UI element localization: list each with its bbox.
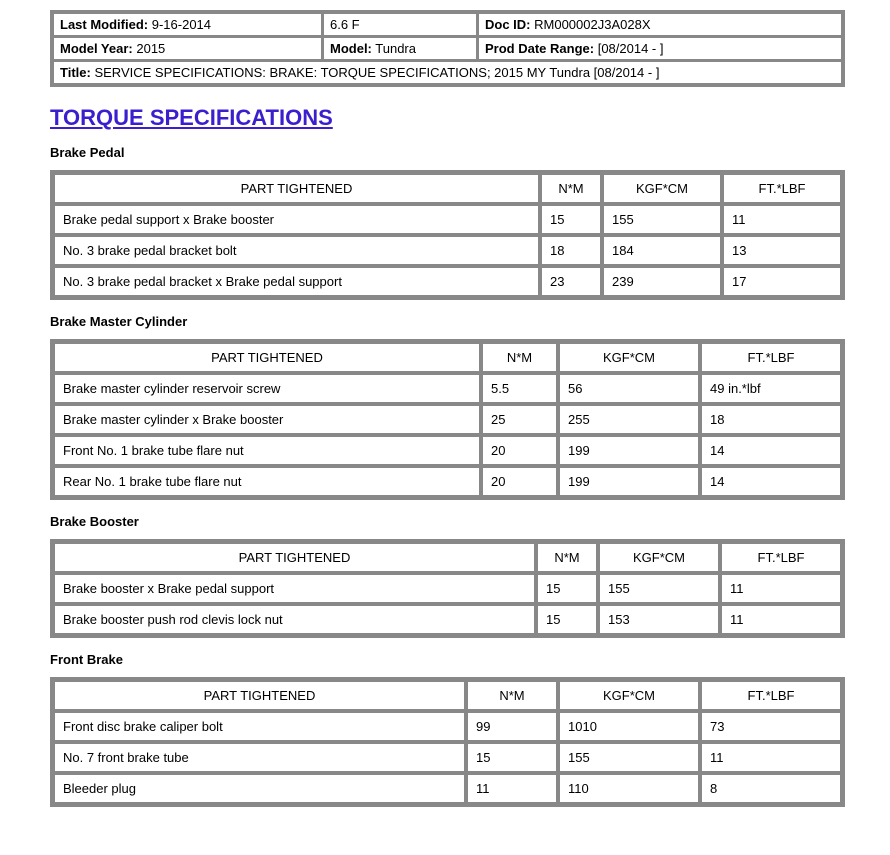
cell-kgfcm: 155 (603, 205, 721, 234)
cell-kgfcm: 1010 (559, 712, 699, 741)
cell-part: Front disc brake caliper bolt (54, 712, 465, 741)
cell-kgfcm: 155 (599, 574, 719, 603)
cell-part: Rear No. 1 brake tube flare nut (54, 467, 480, 496)
cell-ftlbf: 11 (701, 743, 841, 772)
table-row: No. 3 brake pedal bracket bolt1818413 (54, 236, 841, 265)
col-ftlbf: FT.*LBF (723, 174, 841, 203)
col-ftlbf: FT.*LBF (701, 343, 841, 372)
cell-kgfcm: 56 (559, 374, 699, 403)
col-nm: N*M (467, 681, 557, 710)
title-label: Title: (60, 65, 91, 80)
cell-part: Front No. 1 brake tube flare nut (54, 436, 480, 465)
table-row: Front disc brake caliper bolt99101073 (54, 712, 841, 741)
cell-ftlbf: 17 (723, 267, 841, 296)
col-nm: N*M (541, 174, 601, 203)
table-row: Brake master cylinder reservoir screw5.5… (54, 374, 841, 403)
cell-kgfcm: 255 (559, 405, 699, 434)
col-kgfcm: KGF*CM (559, 343, 699, 372)
cell-nm: 23 (541, 267, 601, 296)
doc-id-value: RM000002J3A028X (534, 17, 650, 32)
section-title-front-brake: Front Brake (50, 652, 845, 667)
cell-nm: 15 (467, 743, 557, 772)
cell-kgfcm: 199 (559, 436, 699, 465)
torque-table-brake-master: PART TIGHTENED N*M KGF*CM FT.*LBF Brake … (50, 339, 845, 500)
model-value: Tundra (375, 41, 416, 56)
cell-nm: 5.5 (482, 374, 557, 403)
cell-part: Bleeder plug (54, 774, 465, 803)
col-ftlbf: FT.*LBF (701, 681, 841, 710)
version-value: 6.6 F (330, 17, 360, 32)
table-row: Bleeder plug111108 (54, 774, 841, 803)
col-nm: N*M (537, 543, 597, 572)
col-ftlbf: FT.*LBF (721, 543, 841, 572)
table-row: Brake booster x Brake pedal support15155… (54, 574, 841, 603)
prod-date-label: Prod Date Range: (485, 41, 594, 56)
col-part: PART TIGHTENED (54, 543, 535, 572)
cell-part: Brake pedal support x Brake booster (54, 205, 539, 234)
cell-part: No. 3 brake pedal bracket bolt (54, 236, 539, 265)
col-kgfcm: KGF*CM (603, 174, 721, 203)
cell-ftlbf: 13 (723, 236, 841, 265)
last-modified-value: 9-16-2014 (152, 17, 211, 32)
last-modified-label: Last Modified: (60, 17, 148, 32)
col-part: PART TIGHTENED (54, 681, 465, 710)
col-part: PART TIGHTENED (54, 174, 539, 203)
cell-part: No. 7 front brake tube (54, 743, 465, 772)
cell-nm: 20 (482, 436, 557, 465)
cell-ftlbf: 11 (721, 574, 841, 603)
title-value: SERVICE SPECIFICATIONS: BRAKE: TORQUE SP… (94, 65, 659, 80)
cell-part: Brake booster x Brake pedal support (54, 574, 535, 603)
cell-nm: 18 (541, 236, 601, 265)
table-row: Brake master cylinder x Brake booster252… (54, 405, 841, 434)
col-kgfcm: KGF*CM (559, 681, 699, 710)
cell-part: No. 3 brake pedal bracket x Brake pedal … (54, 267, 539, 296)
cell-part: Brake booster push rod clevis lock nut (54, 605, 535, 634)
cell-kgfcm: 155 (559, 743, 699, 772)
cell-kgfcm: 153 (599, 605, 719, 634)
section-title-brake-master: Brake Master Cylinder (50, 314, 845, 329)
cell-nm: 25 (482, 405, 557, 434)
torque-table-brake-pedal: PART TIGHTENED N*M KGF*CM FT.*LBF Brake … (50, 170, 845, 300)
cell-ftlbf: 73 (701, 712, 841, 741)
cell-ftlbf: 49 in.*lbf (701, 374, 841, 403)
cell-ftlbf: 11 (721, 605, 841, 634)
model-year-value: 2015 (136, 41, 165, 56)
document-header-table: Last Modified: 9-16-2014 6.6 F Doc ID: R… (50, 10, 845, 87)
prod-date-value: [08/2014 - ] (598, 41, 664, 56)
cell-ftlbf: 14 (701, 467, 841, 496)
col-nm: N*M (482, 343, 557, 372)
cell-ftlbf: 14 (701, 436, 841, 465)
cell-nm: 99 (467, 712, 557, 741)
cell-kgfcm: 110 (559, 774, 699, 803)
cell-nm: 15 (541, 205, 601, 234)
cell-ftlbf: 8 (701, 774, 841, 803)
torque-table-brake-booster: PART TIGHTENED N*M KGF*CM FT.*LBF Brake … (50, 539, 845, 638)
table-row: No. 3 brake pedal bracket x Brake pedal … (54, 267, 841, 296)
cell-part: Brake master cylinder x Brake booster (54, 405, 480, 434)
table-row: Brake pedal support x Brake booster15155… (54, 205, 841, 234)
cell-part: Brake master cylinder reservoir screw (54, 374, 480, 403)
table-row: Rear No. 1 brake tube flare nut2019914 (54, 467, 841, 496)
table-row: Front No. 1 brake tube flare nut2019914 (54, 436, 841, 465)
page-title: TORQUE SPECIFICATIONS (50, 105, 845, 131)
cell-nm: 20 (482, 467, 557, 496)
col-part: PART TIGHTENED (54, 343, 480, 372)
cell-nm: 15 (537, 605, 597, 634)
cell-kgfcm: 199 (559, 467, 699, 496)
table-row: Brake booster push rod clevis lock nut15… (54, 605, 841, 634)
cell-nm: 15 (537, 574, 597, 603)
doc-id-label: Doc ID: (485, 17, 531, 32)
cell-kgfcm: 239 (603, 267, 721, 296)
torque-table-front-brake: PART TIGHTENED N*M KGF*CM FT.*LBF Front … (50, 677, 845, 807)
table-row: No. 7 front brake tube1515511 (54, 743, 841, 772)
cell-nm: 11 (467, 774, 557, 803)
section-title-brake-pedal: Brake Pedal (50, 145, 845, 160)
model-year-label: Model Year: (60, 41, 133, 56)
cell-kgfcm: 184 (603, 236, 721, 265)
col-kgfcm: KGF*CM (599, 543, 719, 572)
model-label: Model: (330, 41, 372, 56)
cell-ftlbf: 18 (701, 405, 841, 434)
cell-ftlbf: 11 (723, 205, 841, 234)
section-title-brake-booster: Brake Booster (50, 514, 845, 529)
